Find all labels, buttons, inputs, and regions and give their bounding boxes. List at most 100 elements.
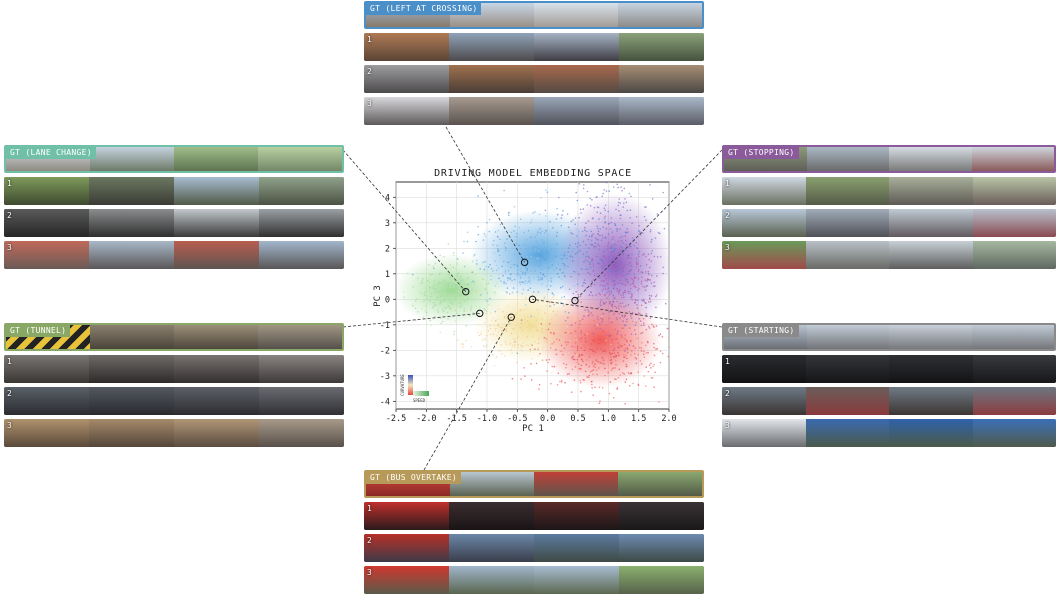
scatter-point bbox=[648, 266, 651, 269]
scatter-point bbox=[658, 401, 660, 403]
scatter-point bbox=[591, 244, 593, 246]
scatter-point bbox=[594, 242, 596, 244]
scatter-point bbox=[623, 356, 625, 359]
scatter-point bbox=[515, 312, 518, 315]
scatter-point bbox=[631, 320, 634, 323]
scatter-point bbox=[555, 267, 558, 270]
scatter-point bbox=[530, 315, 532, 318]
scatter-point bbox=[587, 315, 589, 317]
scatter-point bbox=[617, 253, 620, 256]
scatter-point bbox=[495, 356, 498, 358]
scatter-point bbox=[485, 346, 487, 349]
scatter-point bbox=[647, 270, 650, 273]
frame bbox=[174, 387, 259, 415]
scatter-point bbox=[433, 287, 435, 290]
scatter-point bbox=[470, 281, 473, 284]
scatter-point bbox=[662, 272, 664, 275]
scatter-point bbox=[546, 313, 549, 316]
scatter-point bbox=[592, 369, 595, 371]
scatter-point bbox=[613, 356, 615, 359]
scatter-point bbox=[534, 250, 536, 252]
scatter-point bbox=[561, 257, 563, 260]
frame bbox=[805, 419, 889, 447]
scatter-point bbox=[587, 247, 590, 249]
scatter-point bbox=[537, 252, 540, 254]
scatter-point bbox=[653, 342, 655, 345]
scatter-point bbox=[603, 217, 606, 220]
scatter-point bbox=[653, 255, 656, 258]
scatter-point bbox=[618, 346, 620, 348]
scatter-point bbox=[465, 339, 468, 342]
scatter-point bbox=[428, 280, 431, 283]
scatter-point bbox=[570, 324, 573, 327]
scatter-point bbox=[536, 257, 538, 259]
scatter-point bbox=[547, 328, 550, 331]
scatter-point bbox=[569, 340, 571, 342]
scatter-point bbox=[473, 254, 476, 256]
scatter-point bbox=[586, 190, 589, 193]
scatter-point bbox=[611, 334, 614, 337]
scatter-point bbox=[534, 236, 536, 238]
scatter-point bbox=[460, 275, 462, 277]
scatter-point bbox=[584, 226, 586, 229]
scatter-point bbox=[599, 284, 602, 286]
scatter-point bbox=[561, 296, 563, 299]
scatter-point bbox=[623, 348, 625, 351]
scatter-point bbox=[638, 230, 641, 233]
scatter-point bbox=[556, 235, 558, 237]
scatter-point bbox=[568, 288, 571, 291]
scatter-point bbox=[440, 271, 443, 274]
scatter-point bbox=[589, 262, 591, 264]
scatter-point bbox=[623, 373, 625, 375]
scatter-point bbox=[640, 271, 642, 273]
scatter-point bbox=[602, 255, 604, 258]
scatter-point bbox=[451, 297, 454, 300]
row-number: 3 bbox=[7, 243, 12, 252]
scatter-point bbox=[596, 238, 598, 241]
scatter-point bbox=[502, 274, 505, 277]
scatter-point bbox=[428, 279, 431, 281]
scatter-point bbox=[485, 265, 488, 268]
scatter-point bbox=[517, 344, 520, 346]
scatter-point bbox=[647, 253, 650, 255]
scatter-point bbox=[621, 314, 624, 316]
scatter-point bbox=[605, 190, 608, 192]
scatter-point bbox=[545, 338, 548, 340]
scatter-point bbox=[431, 273, 434, 276]
scatter-point bbox=[623, 316, 626, 318]
scatter-point bbox=[563, 256, 565, 258]
scatter-point bbox=[420, 308, 423, 310]
scatter-point bbox=[654, 237, 657, 239]
scatter-point bbox=[651, 274, 653, 277]
scatter-point bbox=[643, 353, 645, 356]
scatter-point bbox=[630, 287, 632, 290]
scatter-point bbox=[456, 312, 458, 315]
scatter-point bbox=[552, 310, 554, 313]
scatter-point bbox=[477, 195, 479, 197]
scatter-point bbox=[566, 257, 568, 260]
scatter-point bbox=[601, 315, 603, 318]
scatter-point bbox=[551, 251, 553, 254]
scatter-point bbox=[457, 286, 460, 289]
scatter-point bbox=[605, 182, 608, 184]
scatter-point bbox=[444, 307, 447, 309]
scatter-point bbox=[506, 238, 508, 240]
scatter-point bbox=[593, 340, 595, 343]
scatter-point bbox=[449, 300, 452, 302]
prediction-strip: 2 bbox=[364, 534, 704, 562]
prediction-strip: 2 bbox=[4, 387, 344, 415]
scatter-point bbox=[440, 282, 443, 285]
scatter-point bbox=[601, 267, 604, 270]
scatter-point bbox=[653, 386, 655, 389]
scatter-point bbox=[593, 269, 595, 271]
scatter-point bbox=[550, 331, 552, 334]
scatter-point bbox=[611, 339, 614, 341]
frame bbox=[89, 177, 174, 205]
scatter-point bbox=[535, 325, 537, 328]
scatter-point bbox=[593, 325, 595, 328]
scatter-point bbox=[645, 255, 647, 258]
connector-line bbox=[532, 298, 723, 328]
scatter-point bbox=[644, 271, 647, 273]
gt-label: GT (LEFT AT CROSSING) bbox=[366, 3, 482, 15]
scatter-point bbox=[433, 284, 435, 287]
